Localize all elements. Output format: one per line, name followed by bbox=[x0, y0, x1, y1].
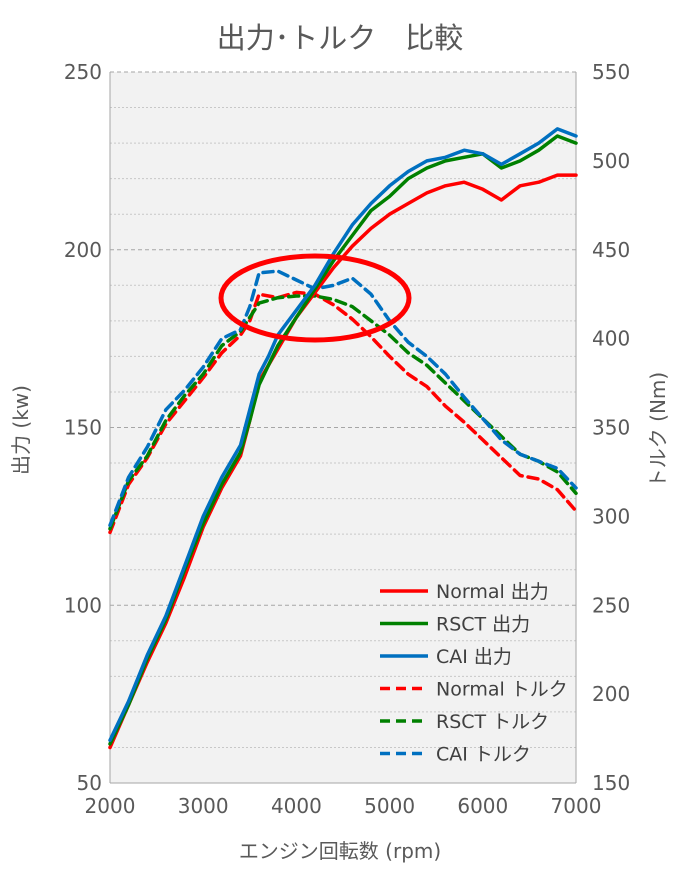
y-right-tick-label: 150 bbox=[592, 771, 630, 795]
y-right-tick-label: 400 bbox=[592, 327, 630, 351]
series-line-5 bbox=[108, 269, 578, 528]
y-left-tick-label: 250 bbox=[64, 60, 102, 84]
y-right-tick-label: 450 bbox=[592, 238, 630, 262]
y-right-tick-label: 200 bbox=[592, 682, 630, 706]
y-right-tick-label: 250 bbox=[592, 593, 630, 617]
x-tick-label: 5000 bbox=[364, 794, 415, 818]
legend-label: Normal 出力 bbox=[436, 581, 549, 603]
y-left-axis-label: 出力 (kw) bbox=[9, 385, 33, 475]
y-left-tick-labels: 50 100 150 200 250 bbox=[64, 60, 102, 795]
series-line-3 bbox=[108, 290, 578, 535]
legend-label: RSCT 出力 bbox=[436, 614, 530, 636]
highlight-ellipse bbox=[218, 253, 412, 343]
series-line-0 bbox=[108, 173, 578, 750]
x-axis-label: エンジン回転数 (rpm) bbox=[239, 839, 441, 863]
x-tick-label: 6000 bbox=[457, 794, 508, 818]
y-right-tick-label: 300 bbox=[592, 504, 630, 528]
legend-label: CAI トルク bbox=[436, 744, 531, 766]
x-tick-label: 3000 bbox=[178, 794, 229, 818]
y-right-tick-labels: 150 200 250 300 350 400 450 500 550 bbox=[592, 60, 630, 795]
y-left-tick-label: 50 bbox=[77, 771, 102, 795]
legend: Normal 出力 RSCT 出力 CAI 出力 Normal トルク RSCT トルク… bbox=[380, 581, 568, 766]
y-left-tick-label: 150 bbox=[64, 416, 102, 440]
x-tick-label: 7000 bbox=[551, 794, 602, 818]
y-right-axis-label: トルク (Nm) bbox=[646, 372, 670, 488]
series-line-2 bbox=[108, 127, 578, 743]
plot-border bbox=[109, 72, 577, 784]
x-tick-labels: 2000 3000 4000 5000 6000 7000 bbox=[85, 794, 602, 818]
legend-label: Normal トルク bbox=[436, 679, 568, 701]
major-grid bbox=[110, 71, 576, 784]
chart-title: 出力･トルク 比較 bbox=[217, 21, 464, 55]
legend-label: CAI 出力 bbox=[436, 646, 512, 668]
y-right-tick-label: 550 bbox=[592, 60, 630, 84]
series-layer bbox=[108, 127, 578, 750]
y-right-tick-label: 350 bbox=[592, 416, 630, 440]
x-tick-label: 4000 bbox=[271, 794, 322, 818]
legend-label: RSCT トルク bbox=[436, 711, 549, 733]
y-left-tick-label: 200 bbox=[64, 238, 102, 262]
y-left-tick-label: 100 bbox=[64, 593, 102, 617]
x-tick-label: 2000 bbox=[85, 794, 136, 818]
y-right-tick-label: 500 bbox=[592, 149, 630, 173]
